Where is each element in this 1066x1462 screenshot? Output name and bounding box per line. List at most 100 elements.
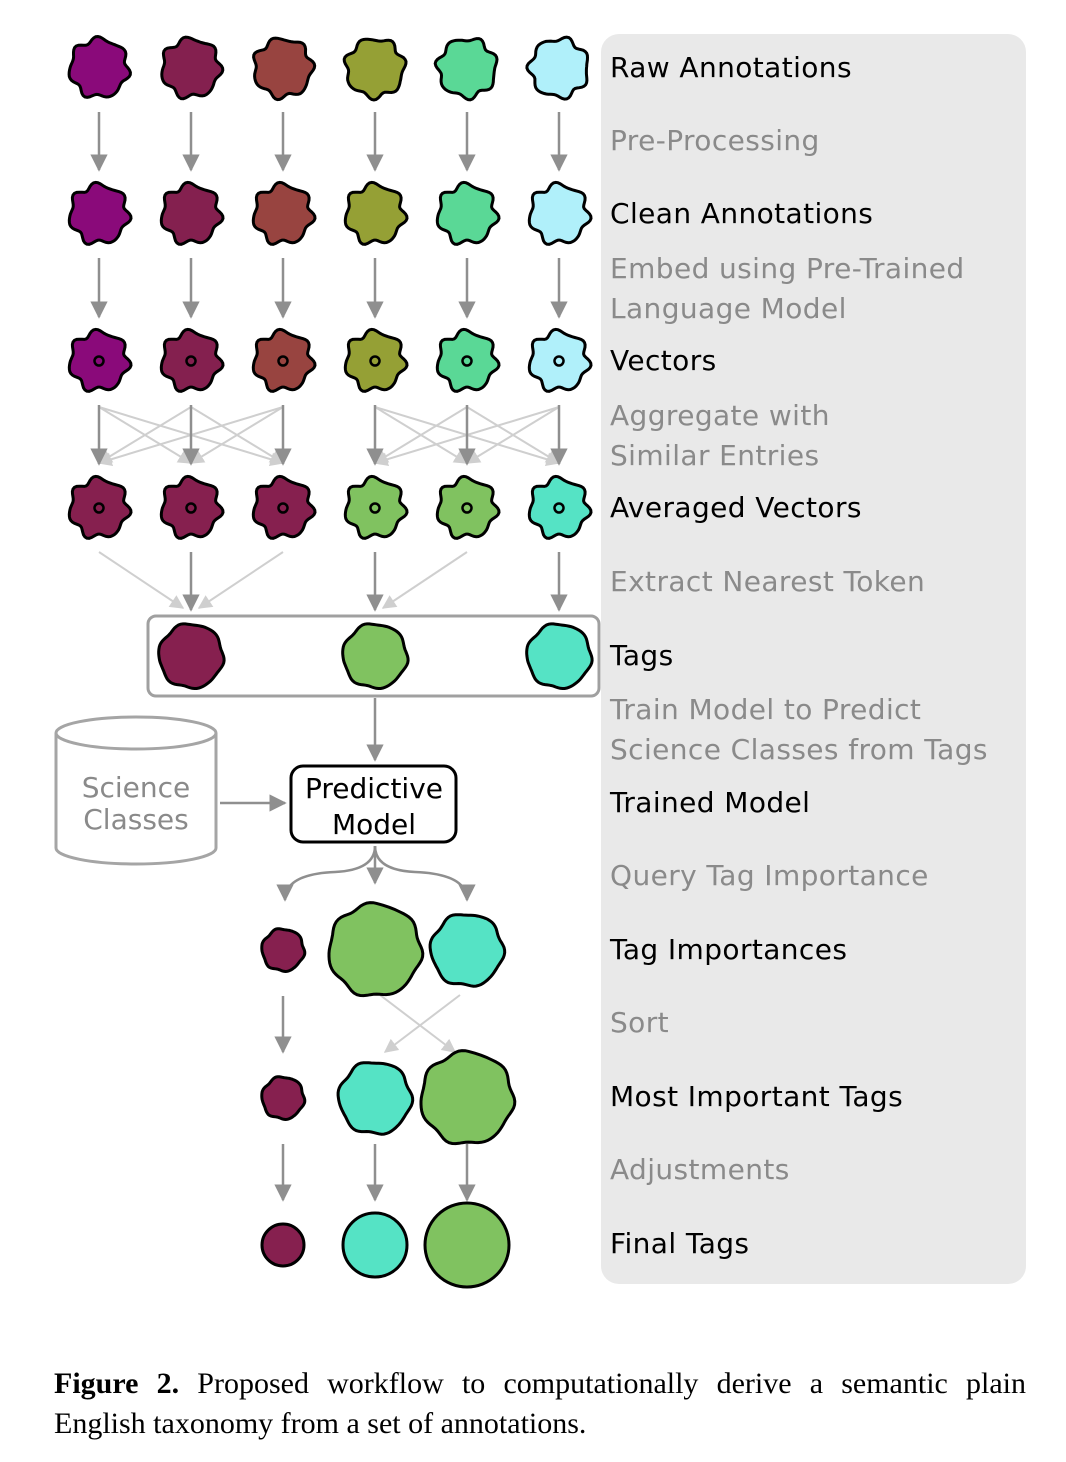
- tag-importance-1: [260, 927, 307, 974]
- vectors-row: [67, 327, 593, 393]
- raw-annotations-row: [67, 34, 590, 102]
- raw-annotation-2: [160, 35, 225, 101]
- final-tag-2: [341, 1211, 409, 1279]
- sort-cross-1: [383, 994, 461, 1053]
- arrow-query-1: [276, 845, 377, 902]
- label-aggregate-line2: Similar Entries: [610, 439, 819, 472]
- label-aggregate-line1: Aggregate with: [610, 399, 830, 432]
- database-label-line2: Classes: [83, 803, 188, 836]
- tag-2: [341, 622, 410, 690]
- tag-3: [525, 622, 594, 690]
- averaged-vector-1: [67, 474, 133, 540]
- averaged-vector-1-centroid: [93, 502, 105, 514]
- predictive-model-node: Predictive Model: [289, 764, 458, 844]
- vector-5: [435, 327, 501, 393]
- tag-importance-3: [428, 913, 507, 988]
- vector-4: [343, 327, 409, 393]
- predictive-model-label-line1: Predictive: [305, 772, 443, 805]
- most-important-tag-2: [336, 1061, 415, 1136]
- raw-annotation-4: [342, 37, 408, 102]
- averaged-vector-4: [343, 474, 409, 540]
- label-averaged-vectors: Averaged Vectors: [610, 491, 862, 524]
- label-embed-line2: Language Model: [610, 292, 847, 325]
- averaged-vector-5-centroid: [461, 502, 473, 514]
- label-vectors: Vectors: [610, 344, 717, 377]
- database-label-line1: Science: [82, 771, 191, 804]
- averaged-vector-6-centroid: [553, 502, 565, 514]
- stage-panel: [601, 34, 1026, 1284]
- tags-row: [157, 622, 594, 690]
- extract-light-3: [381, 551, 468, 609]
- database-body: [54, 733, 218, 866]
- averaged-vector-2: [159, 474, 225, 540]
- label-clean-annotations: Clean Annotations: [610, 197, 873, 230]
- clean-annotation-5: [435, 180, 501, 246]
- raw-annotation-6: [525, 35, 590, 101]
- raw-annotation-1: [67, 34, 132, 99]
- final-tag-1: [260, 1222, 306, 1268]
- label-train-line2: Science Classes from Tags: [610, 733, 988, 766]
- most-important-tag-3: [419, 1049, 517, 1146]
- vector-1: [67, 327, 133, 393]
- label-pre-processing: Pre-Processing: [610, 124, 820, 157]
- label-raw-annotations: Raw Annotations: [610, 51, 852, 84]
- caption-text: Proposed workflow to computationally der…: [54, 1367, 1027, 1440]
- label-tags: Tags: [609, 639, 674, 672]
- predictive-model-label-line2: Model: [332, 808, 416, 841]
- averaged-vectors-row: [67, 474, 593, 540]
- database-top: [54, 715, 218, 751]
- averaged-vector-3: [251, 474, 317, 540]
- vector-2: [159, 327, 225, 393]
- raw-annotation-3: [252, 36, 317, 102]
- label-final-tags: Final Tags: [610, 1227, 749, 1260]
- clean-annotation-4: [343, 180, 409, 246]
- averaged-vector-4-centroid: [369, 502, 381, 514]
- label-embed-line1: Embed using Pre-Trained: [610, 252, 965, 285]
- clean-annotation-1: [67, 180, 133, 246]
- most-important-tags-row: [260, 1049, 517, 1146]
- label-tag-importances: Tag Importances: [609, 933, 847, 966]
- vector-2-centroid: [185, 355, 197, 367]
- predictive-model-box: [289, 764, 458, 844]
- label-train-line1: Train Model to Predict: [609, 693, 921, 726]
- raw-annotation-5: [433, 37, 499, 102]
- extract-light-2: [197, 551, 284, 609]
- aggregate-cross-6-5: [465, 406, 560, 464]
- sort-cross-2: [379, 994, 457, 1053]
- aggregate-cross-3-2: [189, 406, 284, 464]
- stage-labels: Raw Annotations Pre-Processing Clean Ann…: [609, 51, 988, 1260]
- label-most-important-tags: Most Important Tags: [610, 1080, 903, 1113]
- label-extract-nearest-token: Extract Nearest Token: [610, 565, 925, 598]
- tag-importance-2: [327, 901, 425, 998]
- tag-1: [157, 622, 226, 690]
- label-adjustments: Adjustments: [610, 1153, 790, 1186]
- vector-1-centroid: [93, 355, 105, 367]
- clean-annotations-row: [67, 180, 593, 246]
- tags-box: [146, 614, 601, 698]
- averaged-vector-3-centroid: [277, 502, 289, 514]
- extract-light-1: [98, 551, 185, 609]
- label-query-tag-importance: Query Tag Importance: [610, 859, 929, 892]
- figure-caption: Figure 2. Proposed workflow to computati…: [54, 1364, 1026, 1444]
- clean-annotation-3: [251, 180, 317, 246]
- label-trained-model: Trained Model: [609, 786, 810, 819]
- most-important-tag-1: [260, 1075, 307, 1122]
- flow-arrows: [90, 112, 568, 1202]
- vector-6: [527, 327, 593, 393]
- final-tags-row: [260, 1201, 511, 1289]
- vector-6-centroid: [553, 355, 565, 367]
- vector-5-centroid: [461, 355, 473, 367]
- arrow-query-3: [373, 845, 476, 902]
- vector-3-centroid: [277, 355, 289, 367]
- aggregate-cross-5-4: [373, 406, 468, 464]
- tag-importances-row: [260, 901, 507, 998]
- aggregate-cross-2-1: [97, 406, 192, 464]
- workflow-diagram: Raw Annotations Pre-Processing Clean Ann…: [54, 34, 1026, 1289]
- final-tag-3: [423, 1201, 511, 1289]
- science-classes-database: Science Classes: [54, 715, 218, 866]
- averaged-vector-6: [527, 474, 593, 540]
- averaged-vector-2-centroid: [185, 502, 197, 514]
- clean-annotation-2: [159, 180, 225, 246]
- vector-4-centroid: [369, 355, 381, 367]
- caption-label: Figure 2.: [54, 1367, 180, 1400]
